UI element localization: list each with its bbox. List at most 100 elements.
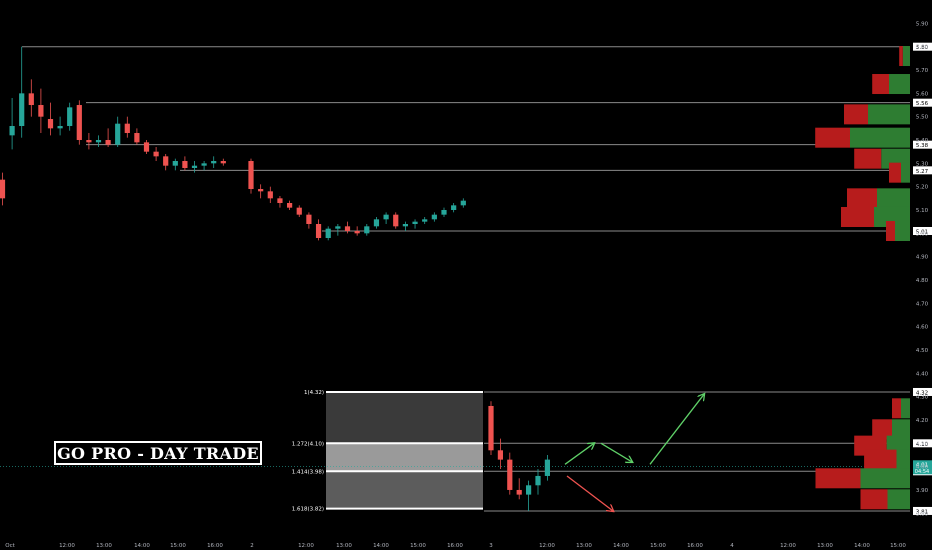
y-tick-label: 5.80 xyxy=(916,45,929,51)
y-tick-label: 5.00 xyxy=(916,231,929,237)
candle-body xyxy=(19,93,25,127)
y-tick-label: 4.60 xyxy=(916,325,929,331)
x-tick-label: 16:00 xyxy=(687,543,703,549)
candle-body xyxy=(0,179,6,199)
volume-profile-sell xyxy=(872,74,889,95)
candle-body xyxy=(441,210,447,215)
chart-title-banner: GO PRO - DAY TRADE xyxy=(54,441,262,465)
candle-body xyxy=(507,459,513,490)
candle-body xyxy=(451,205,457,210)
y-tick-label: 4.10 xyxy=(916,441,929,447)
x-tick-label: 13:00 xyxy=(576,543,592,549)
y-tick-label: 4.70 xyxy=(916,301,929,307)
volume-profile-sell xyxy=(886,220,895,241)
candle-body xyxy=(460,200,466,206)
price-level-tag xyxy=(913,98,932,107)
candle-body xyxy=(383,214,389,220)
x-tick-label: 4 xyxy=(730,543,734,549)
price-level-tag-label: 5.80 xyxy=(916,45,929,51)
x-tick-label: 2 xyxy=(250,543,254,549)
x-tick-label: 14:00 xyxy=(854,543,870,549)
fib-extension[interactable]: 1(4.32) 1.272(4.10) 1.414(3.98) 1.618(3.82) xyxy=(292,390,483,513)
volume-profile-sell xyxy=(847,188,877,209)
y-tick-label: 4.40 xyxy=(916,371,929,377)
candles xyxy=(0,46,550,511)
candle-body xyxy=(86,140,92,143)
current-price-label: 4.01 xyxy=(916,462,928,468)
volume-profile-buy xyxy=(902,46,910,67)
candle-body xyxy=(211,161,217,164)
candle-body xyxy=(354,230,360,234)
price-level-tag-label: 4.10 xyxy=(916,442,929,448)
candle-body xyxy=(143,142,150,152)
candle-body xyxy=(412,221,418,224)
candle-body xyxy=(422,219,428,222)
price-level-tag xyxy=(913,387,932,396)
projection-arrow-down xyxy=(566,475,613,511)
candle-body xyxy=(315,223,322,238)
candle-body xyxy=(526,485,532,495)
candle-body xyxy=(335,226,341,229)
price-level-tag xyxy=(913,226,932,235)
volume-profile-buy xyxy=(901,162,910,183)
x-tick-label: 13:00 xyxy=(817,543,833,549)
price-level-tag xyxy=(913,166,932,175)
candle-body xyxy=(220,161,226,164)
y-tick-label: 5.50 xyxy=(916,115,929,121)
volume-profile-buy xyxy=(868,104,910,125)
projection-arrows[interactable] xyxy=(564,394,704,511)
x-tick-label: 14:00 xyxy=(134,543,150,549)
candle-body xyxy=(38,105,44,117)
volume-profile-sell xyxy=(864,449,897,470)
candle-body xyxy=(134,133,140,143)
projection-arrow-target xyxy=(649,394,704,465)
volume-profile-buy xyxy=(895,220,910,241)
y-tick-label: 3.80 xyxy=(916,511,929,517)
candle-body xyxy=(287,203,293,208)
volume-profile-sell xyxy=(815,468,861,489)
x-tick-label: 12:00 xyxy=(780,543,796,549)
price-level-tag-label: 5.01 xyxy=(916,229,928,235)
x-tick-label: 15:00 xyxy=(170,543,186,549)
fib-level-label: 1.272(4.10) xyxy=(292,441,324,447)
volume-profile-sell xyxy=(844,104,868,125)
y-tick-label: 5.20 xyxy=(916,185,929,191)
x-tick-label: 15:00 xyxy=(890,543,906,549)
x-tick-label: 13:00 xyxy=(96,543,112,549)
volume-profile-buy xyxy=(901,398,910,419)
candle-body xyxy=(535,475,541,486)
candle-body xyxy=(9,126,15,136)
volume-profile-buy xyxy=(889,74,910,95)
candle-body xyxy=(124,123,130,134)
candle-body xyxy=(258,189,264,192)
y-tick-label: 5.60 xyxy=(916,91,929,97)
price-level-tag-label: 3.81 xyxy=(916,509,928,515)
countdown-label: 04:54 xyxy=(915,469,929,475)
volume-profile-buy xyxy=(860,468,910,489)
y-tick-label: 4.00 xyxy=(916,465,929,471)
x-tick-label: 13:00 xyxy=(336,543,352,549)
x-tick-label: 12:00 xyxy=(59,543,75,549)
candle-body xyxy=(277,198,283,204)
chart-title: GO PRO - DAY TRADE xyxy=(57,443,259,463)
x-tick-label: 15:00 xyxy=(410,543,426,549)
candle-body xyxy=(516,489,522,495)
candle-body xyxy=(201,163,207,166)
price-level-tag-label: 5.27 xyxy=(916,169,929,175)
candle-body xyxy=(115,123,121,145)
volume-profile-sell xyxy=(872,419,892,440)
y-tick-label: 5.90 xyxy=(916,21,929,27)
fib-level-label: 1(4.32) xyxy=(304,390,324,396)
candle-body xyxy=(163,156,169,166)
volume-profile-sell xyxy=(860,489,888,510)
candle-body xyxy=(153,151,159,157)
horizontal-levels xyxy=(0,46,910,512)
y-tick-label: 5.70 xyxy=(916,68,929,74)
candle-body xyxy=(344,226,351,231)
volume-profile xyxy=(815,46,910,510)
candle-body xyxy=(105,140,111,145)
candle-body xyxy=(402,223,408,227)
projection-arrow-pullback xyxy=(600,442,632,462)
volume-profile-sell xyxy=(815,127,850,148)
